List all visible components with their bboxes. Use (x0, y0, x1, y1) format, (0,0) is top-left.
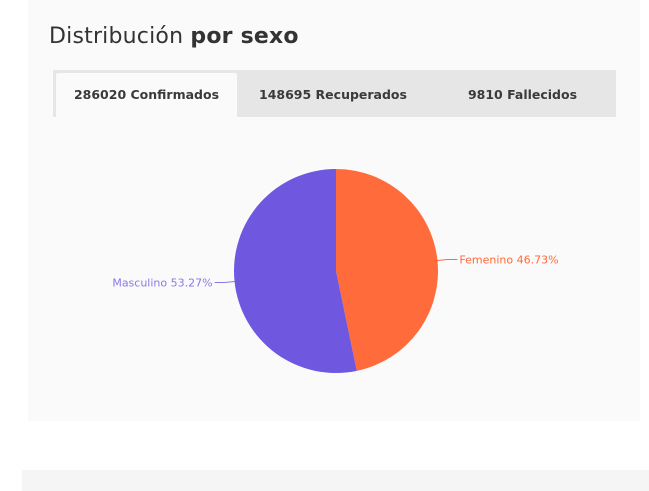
pie-labels: Femenino 46.73% Masculino 53.27% (112, 254, 558, 290)
tab-recuperados[interactable]: 148695 Recuperados (259, 87, 407, 102)
tab-confirmados[interactable]: 286020 Confirmados (56, 73, 237, 117)
pie-chart: Femenino 46.73% Masculino 53.27% (112, 169, 559, 373)
pie-leader-femenino (437, 259, 458, 262)
pie-slices (234, 169, 439, 373)
pie-leader-masculino (214, 280, 235, 283)
tab-fallecidos[interactable]: 9810 Fallecidos (467, 87, 578, 102)
section-title-regular: Distribución (49, 24, 184, 49)
distribution-card: Distribución por sexo 286020 Confirmados… (28, 0, 640, 421)
pie-slice-masculino[interactable] (234, 169, 357, 373)
pie-slice-femenino[interactable] (336, 169, 439, 371)
pie-label-masculino: Masculino 53.27% (112, 276, 212, 289)
pie-label-femenino: Femenino 46.73% (459, 254, 558, 267)
section-title-bold: por sexo (190, 24, 299, 49)
next-card (22, 470, 649, 491)
section-title: Distribución por sexo (49, 24, 299, 49)
tab-bar: 286020 Confirmados 148695 Recuperados 98… (53, 70, 616, 117)
